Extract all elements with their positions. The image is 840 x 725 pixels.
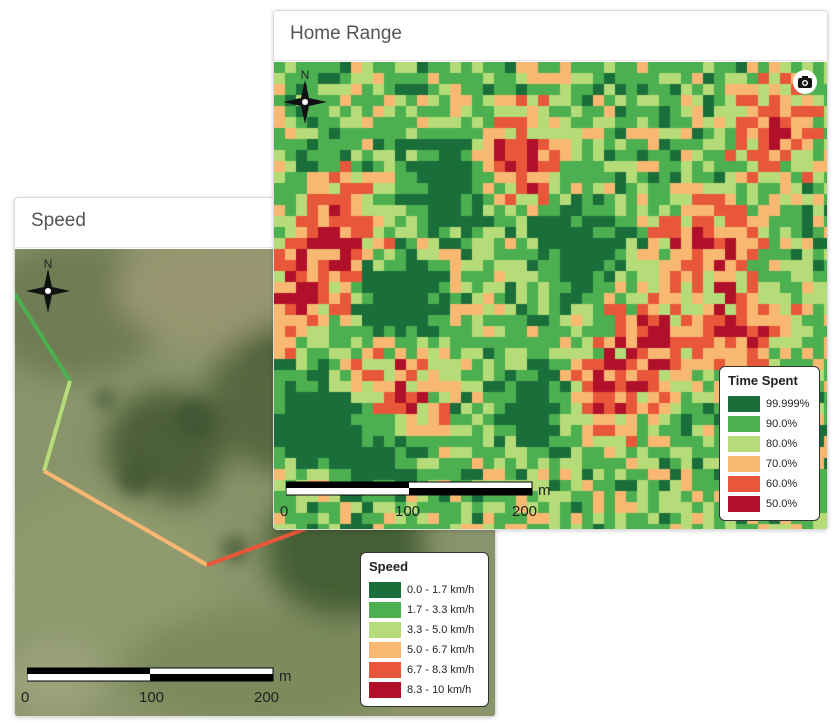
scale-unit-label: m — [538, 482, 551, 499]
legend-swatch — [369, 602, 401, 618]
legend-swatch — [728, 396, 760, 412]
legend-item: 0.0 - 1.7 km/h — [369, 580, 480, 600]
home-range-panel-title: Home Range — [274, 11, 827, 61]
scale-unit-label: m — [279, 668, 292, 685]
legend-label: 3.3 - 5.0 km/h — [407, 624, 475, 636]
home-range-panel: Home Range N — [273, 10, 828, 530]
scale-tick-label: 200 — [254, 689, 280, 706]
time-spent-legend: Time Spent 99.999% 90.0% 80.0% 70.0% 60.… — [719, 366, 820, 521]
legend-label: 8.3 - 10 km/h — [407, 684, 472, 696]
scale-tick-label: 200 — [512, 503, 538, 520]
legend-title: Speed — [369, 559, 409, 574]
legend-label: 80.0% — [766, 438, 798, 450]
legend-swatch — [369, 642, 401, 658]
legend-swatch — [369, 622, 401, 638]
scale-tick-label: 100 — [139, 689, 165, 706]
compass-north-label: N — [43, 257, 53, 271]
scale-tick-label: 0 — [280, 503, 289, 520]
compass-rose-icon — [283, 80, 327, 124]
legend-swatch — [728, 436, 760, 452]
camera-icon — [798, 76, 812, 88]
legend-item: 1.7 - 3.3 km/h — [369, 600, 480, 620]
legend-swatch — [369, 682, 401, 698]
legend-label: 99.999% — [766, 398, 810, 410]
legend-label: 90.0% — [766, 418, 798, 430]
legend-label: 0.0 - 1.7 km/h — [407, 584, 475, 596]
compass-rose-icon — [26, 269, 70, 313]
legend-item: 50.0% — [728, 494, 811, 514]
legend-item: 5.0 - 6.7 km/h — [369, 640, 480, 660]
legend-label: 5.0 - 6.7 km/h — [407, 644, 475, 656]
legend-swatch — [728, 456, 760, 472]
legend-swatch — [728, 476, 760, 492]
legend-label: 60.0% — [766, 478, 798, 490]
scale-tick-label: 0 — [21, 689, 30, 706]
legend-label: 70.0% — [766, 458, 798, 470]
north-arrow-compass: N — [23, 257, 73, 313]
legend-title: Time Spent — [728, 373, 798, 388]
legend-item: 3.3 - 5.0 km/h — [369, 620, 480, 640]
legend-swatch — [728, 496, 760, 512]
legend-label: 6.7 - 8.3 km/h — [407, 664, 475, 676]
scale-tick-label: 100 — [395, 503, 421, 520]
legend-swatch — [369, 662, 401, 678]
track-segment — [206, 527, 306, 567]
track-segment — [43, 469, 208, 567]
scale-bar — [285, 481, 534, 502]
legend-item: 99.999% — [728, 394, 811, 414]
compass-north-label: N — [300, 68, 310, 82]
track-segment — [42, 380, 72, 472]
legend-item: 80.0% — [728, 434, 811, 454]
legend-item: 8.3 - 10 km/h — [369, 680, 480, 700]
legend-swatch — [728, 416, 760, 432]
speed-legend: Speed 0.0 - 1.7 km/h 1.7 - 3.3 km/h 3.3 … — [360, 552, 489, 707]
legend-item: 90.0% — [728, 414, 811, 434]
scale-bar — [26, 667, 275, 688]
track-segment — [15, 292, 72, 383]
legend-label: 50.0% — [766, 498, 798, 510]
legend-swatch — [369, 582, 401, 598]
legend-item: 70.0% — [728, 454, 811, 474]
legend-label: 1.7 - 3.3 km/h — [407, 604, 475, 616]
legend-item: 6.7 - 8.3 km/h — [369, 660, 480, 680]
north-arrow-compass: N — [280, 68, 330, 128]
screenshot-button[interactable] — [793, 70, 817, 94]
home-range-map[interactable]: N m 0 100 — [274, 62, 827, 529]
legend-item: 60.0% — [728, 474, 811, 494]
